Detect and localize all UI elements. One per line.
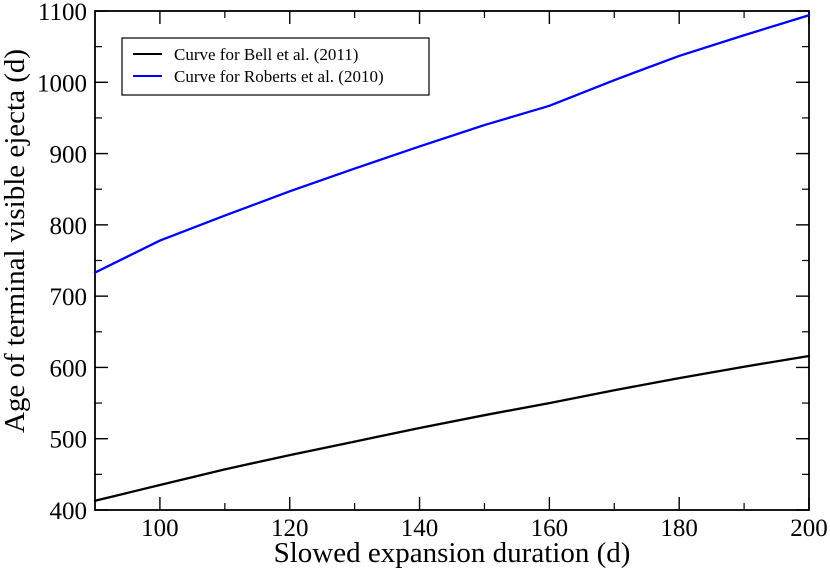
y-tick-label: 400 — [50, 498, 88, 525]
x-tick-label: 160 — [531, 515, 569, 542]
legend-entry-bell: Curve for Bell et al. (2011) — [174, 45, 358, 64]
series-line-bell — [93, 354, 811, 502]
x-axis-label: Slowed expansion duration (d) — [274, 537, 631, 569]
x-axis-ticks — [159, 11, 810, 510]
legend-entry-roberts: Curve for Roberts et al. (2010) — [174, 67, 384, 86]
x-axis-tick-labels: 100 120 140 160 180 200 — [141, 515, 828, 542]
series-line-roberts — [93, 14, 811, 274]
series-lines — [93, 14, 811, 502]
x-tick-label: 180 — [660, 515, 698, 542]
y-tick-label: 800 — [50, 213, 88, 240]
y-tick-label: 1100 — [38, 0, 87, 26]
y-tick-label: 700 — [50, 284, 88, 311]
y-tick-label: 1000 — [37, 70, 87, 97]
legend: Curve for Bell et al. (2011) Curve for R… — [121, 37, 430, 96]
y-tick-label: 600 — [50, 355, 88, 382]
y-axis-tick-labels: 400 500 600 700 800 900 1000 1100 — [37, 0, 87, 525]
x-tick-label: 200 — [790, 515, 828, 542]
y-axis-label: Age of terminal visible ejecta (d) — [0, 49, 31, 433]
y-tick-label: 500 — [50, 427, 88, 454]
x-tick-label: 100 — [141, 515, 179, 542]
y-axis-ticks — [95, 10, 809, 511]
x-tick-label: 120 — [271, 515, 309, 542]
x-tick-label: 140 — [401, 515, 439, 542]
y-tick-label: 900 — [50, 142, 88, 169]
legend-box — [121, 37, 430, 96]
